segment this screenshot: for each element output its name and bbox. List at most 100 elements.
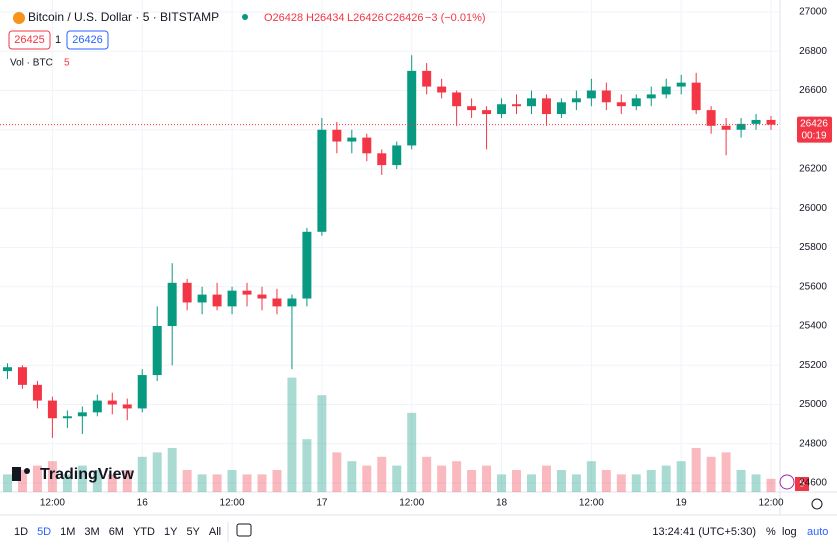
candle-body <box>482 110 492 115</box>
candle-layer <box>2 55 776 438</box>
candle-body <box>242 290 252 295</box>
events-icon[interactable] <box>779 474 795 490</box>
volume-bar <box>62 474 72 492</box>
candle-body <box>32 384 42 401</box>
y-tick-label: 26600 <box>799 85 827 96</box>
period-button[interactable]: 1Y <box>164 526 178 538</box>
y-tick-label: 26000 <box>799 203 827 214</box>
period-button[interactable]: All <box>209 526 221 538</box>
candle-body <box>2 367 12 372</box>
candle-body <box>571 98 581 103</box>
candle-body <box>152 326 162 376</box>
volume-value: 5 <box>64 58 70 69</box>
candle-body <box>467 106 477 111</box>
ask-box[interactable] <box>66 30 109 50</box>
volume-bar <box>482 465 492 492</box>
volume-bar <box>197 474 207 492</box>
period-button[interactable]: 1D <box>14 526 28 538</box>
settings-icon[interactable] <box>811 498 823 510</box>
volume-bar <box>182 470 192 492</box>
volume-bar <box>32 465 42 492</box>
y-tick-label: 25000 <box>799 399 827 410</box>
candle-body <box>706 110 716 126</box>
volume-bar <box>122 470 132 492</box>
volume-bar <box>646 470 656 492</box>
candle-body <box>287 298 297 307</box>
volume-bar <box>721 452 731 492</box>
price-tag <box>797 116 832 143</box>
candle-body <box>122 404 132 409</box>
candle-body <box>586 90 596 99</box>
candle-body <box>512 104 521 107</box>
candle-body <box>407 70 417 146</box>
period-button[interactable]: 1M <box>60 526 75 538</box>
volume-bar <box>167 448 177 492</box>
volume-bar <box>257 474 267 492</box>
candle-body <box>556 102 566 115</box>
candle-body <box>646 94 656 99</box>
market-status <box>242 14 248 20</box>
percent-toggle[interactable]: % <box>766 526 776 538</box>
logo-mark <box>24 468 30 474</box>
volume-bar <box>377 456 387 492</box>
x-tick-label: 16 <box>137 498 149 509</box>
volume-bar <box>92 470 102 492</box>
volume-bar <box>676 461 686 492</box>
candle-body <box>452 92 462 107</box>
x-tick-label: 12:00 <box>759 498 784 509</box>
period-button[interactable]: 6M <box>109 526 124 538</box>
grid <box>0 0 780 492</box>
volume-bar <box>332 452 342 492</box>
volume-tag: 5 <box>799 479 805 490</box>
log-toggle[interactable]: log <box>782 526 797 538</box>
candle-body <box>197 294 207 303</box>
candle-body <box>257 294 267 299</box>
candle-body <box>212 294 222 307</box>
volume-bar <box>17 470 27 492</box>
y-tick-label: 25400 <box>799 321 827 332</box>
volume-bar <box>392 465 402 492</box>
y-tick-label: 24800 <box>799 438 827 449</box>
candle-body <box>541 98 551 115</box>
candle-body <box>167 282 177 326</box>
candle-body <box>392 145 402 166</box>
candle-body <box>17 367 27 385</box>
candle-body <box>272 298 282 307</box>
period-button[interactable]: 5D <box>37 526 51 538</box>
volume-bar <box>691 448 701 492</box>
volume-bar <box>212 474 222 492</box>
volume-tag-box <box>795 477 809 491</box>
auto-toggle[interactable]: auto <box>807 526 828 538</box>
bid[interactable]: 26425 <box>14 34 45 46</box>
logo: TradingView <box>40 466 135 483</box>
countdown: 00:19 <box>801 130 826 141</box>
volume-bar <box>422 456 432 492</box>
candle-body <box>616 102 626 107</box>
volume-bar <box>736 470 746 492</box>
volume-bar <box>556 470 566 492</box>
candle-body <box>526 98 536 107</box>
volume-bar <box>287 377 297 492</box>
candle-body <box>676 82 686 87</box>
period-button[interactable]: YTD <box>133 526 155 538</box>
candle-body <box>422 70 432 87</box>
candle-body <box>437 86 447 93</box>
ohlc-close: C26426 <box>385 12 424 24</box>
x-tick-label: 19 <box>676 498 688 509</box>
x-tick-label: 12:00 <box>40 498 65 509</box>
date-range-icon[interactable] <box>236 523 252 537</box>
bid-box[interactable] <box>8 30 51 50</box>
ask[interactable]: 26426 <box>72 34 103 46</box>
volume-bar <box>512 470 521 492</box>
volume-bar <box>497 474 507 492</box>
period-button[interactable]: 3M <box>84 526 99 538</box>
period-button[interactable]: 5Y <box>186 526 200 538</box>
volume-bar <box>407 412 417 492</box>
volume-bar <box>571 474 581 492</box>
volume-bar <box>766 478 776 492</box>
candle-body <box>347 137 357 142</box>
ohlc-high: H26434 <box>306 12 345 24</box>
candle-body <box>661 86 671 95</box>
